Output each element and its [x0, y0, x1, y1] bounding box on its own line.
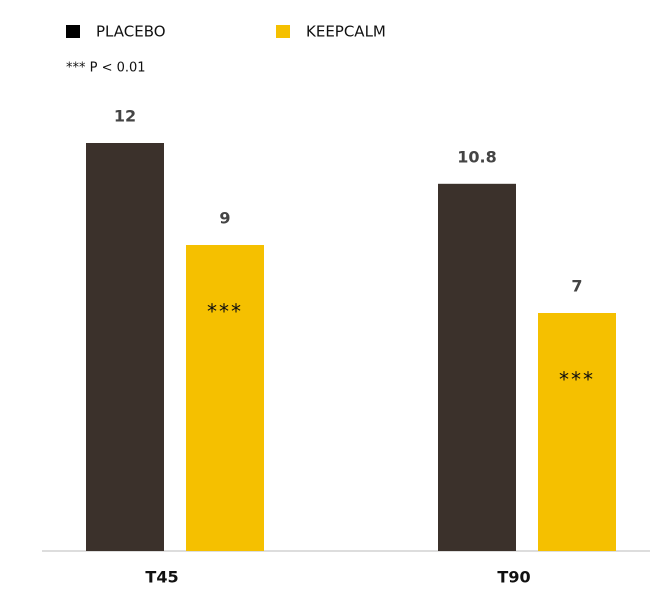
bar — [86, 143, 164, 551]
significance-mark: *** — [559, 368, 595, 392]
legend-label: PLACEBO — [96, 23, 166, 41]
value-label: 12 — [114, 107, 136, 126]
legend-marker — [66, 25, 80, 38]
x-tick-label: T45 — [145, 568, 178, 587]
value-label: 7 — [571, 277, 582, 296]
bar — [438, 183, 516, 552]
value-label: 9 — [219, 209, 230, 228]
note: *** P < 0.01 — [66, 61, 146, 76]
legend-marker — [276, 25, 290, 38]
value-label: 10.8 — [457, 147, 496, 166]
bar — [186, 245, 264, 551]
significance-mark: *** — [207, 300, 243, 324]
legend-label: KEEPCALM — [306, 23, 386, 41]
x-tick-label: T90 — [497, 568, 530, 587]
bar — [538, 313, 616, 551]
